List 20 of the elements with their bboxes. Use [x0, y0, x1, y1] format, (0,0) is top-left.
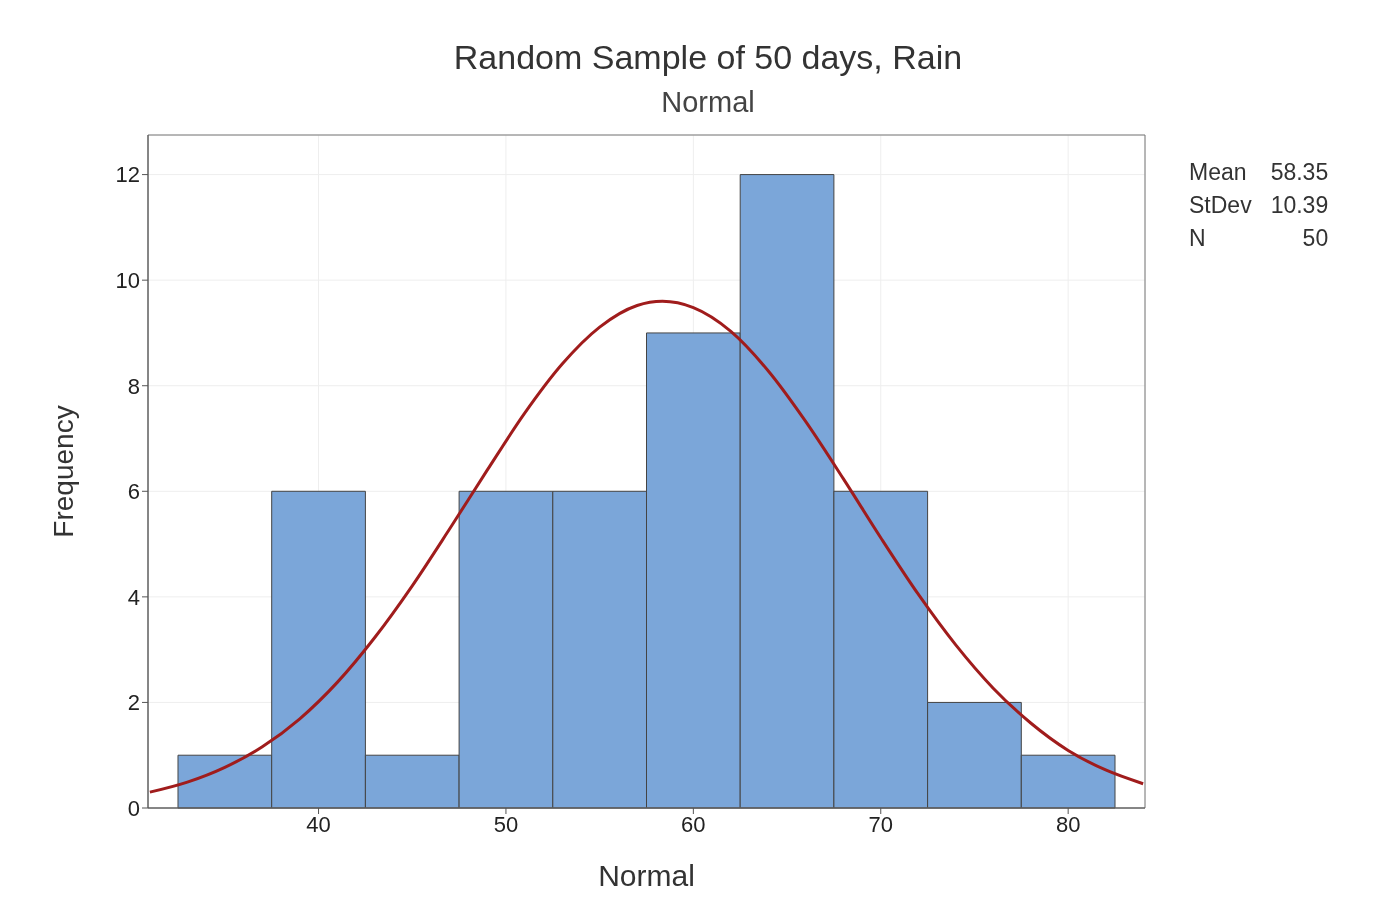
y-tick-label: 12 — [115, 162, 140, 188]
x-tick-label: 50 — [493, 811, 519, 837]
text: Mean 58.35 — [1188, 158, 1330, 187]
x-tick-label: 70 — [868, 811, 893, 837]
y-tick-label: 10 — [115, 267, 140, 293]
y-tick-label: 4 — [127, 584, 140, 610]
text: StDev 10.39 — [1188, 191, 1330, 220]
chart-title: Random Sample of 50 days, Rain — [452, 38, 964, 77]
text: N 50 — [1189, 225, 1329, 251]
chart-subtitle: Normal — [660, 86, 756, 119]
y-tick-label: 2 — [127, 690, 140, 716]
y-tick-label: 8 — [127, 373, 140, 399]
x-axis-title: Normal — [598, 859, 695, 892]
y-tick-label: 0 — [127, 795, 140, 821]
x-tick-label: 60 — [681, 811, 706, 837]
x-tick-label: 80 — [1055, 811, 1081, 837]
y-tick-label: 6 — [127, 479, 140, 505]
line-series — [148, 299, 1145, 794]
x-tick-label: 40 — [306, 811, 331, 837]
y-axis-title: Frequency — [47, 405, 79, 538]
